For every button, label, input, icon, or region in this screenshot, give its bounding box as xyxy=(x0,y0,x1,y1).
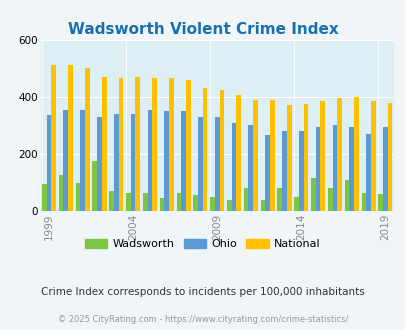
Bar xyxy=(202,88,207,211)
Bar xyxy=(387,103,392,211)
Text: Wadsworth Violent Crime Index: Wadsworth Violent Crime Index xyxy=(68,22,337,37)
Bar xyxy=(85,68,90,211)
Bar xyxy=(130,114,135,211)
Bar xyxy=(219,90,224,211)
Bar xyxy=(181,111,185,211)
Bar xyxy=(152,78,157,211)
Bar xyxy=(226,200,231,211)
Bar xyxy=(281,131,286,211)
Text: © 2025 CityRating.com - https://www.cityrating.com/crime-statistics/: © 2025 CityRating.com - https://www.city… xyxy=(58,315,347,324)
Bar xyxy=(47,115,51,211)
Bar xyxy=(298,131,303,211)
Legend: Wadsworth, Ohio, National: Wadsworth, Ohio, National xyxy=(81,234,324,253)
Bar xyxy=(63,110,68,211)
Bar xyxy=(327,188,332,211)
Bar xyxy=(370,101,375,211)
Bar xyxy=(92,161,97,211)
Bar xyxy=(59,176,63,211)
Bar xyxy=(51,65,56,211)
Bar xyxy=(193,195,198,211)
Bar xyxy=(253,100,257,211)
Bar xyxy=(169,78,173,211)
Bar xyxy=(102,77,106,211)
Bar xyxy=(243,188,248,211)
Bar xyxy=(360,193,365,211)
Bar xyxy=(135,77,140,211)
Bar xyxy=(365,134,370,211)
Bar xyxy=(80,110,85,211)
Bar xyxy=(126,193,130,211)
Bar xyxy=(68,65,73,211)
Bar xyxy=(185,80,190,211)
Bar xyxy=(248,125,253,211)
Bar xyxy=(337,98,341,211)
Bar xyxy=(269,100,274,211)
Bar xyxy=(75,182,80,211)
Bar xyxy=(310,178,315,211)
Bar xyxy=(353,97,358,211)
Bar xyxy=(231,122,236,211)
Bar xyxy=(97,117,102,211)
Bar xyxy=(109,191,114,211)
Bar xyxy=(114,114,118,211)
Bar xyxy=(118,78,123,211)
Bar xyxy=(147,110,152,211)
Bar xyxy=(344,180,349,211)
Bar xyxy=(315,127,320,211)
Bar xyxy=(277,188,281,211)
Bar xyxy=(382,127,387,211)
Bar xyxy=(286,105,291,211)
Bar xyxy=(332,125,337,211)
Bar xyxy=(42,184,47,211)
Bar xyxy=(176,193,181,211)
Bar xyxy=(159,198,164,211)
Bar xyxy=(210,197,214,211)
Bar xyxy=(198,117,202,211)
Bar xyxy=(303,104,308,211)
Bar xyxy=(164,111,169,211)
Bar xyxy=(236,95,241,211)
Bar xyxy=(294,197,298,211)
Bar xyxy=(214,117,219,211)
Bar xyxy=(320,101,324,211)
Text: Crime Index corresponds to incidents per 100,000 inhabitants: Crime Index corresponds to incidents per… xyxy=(41,287,364,297)
Bar xyxy=(349,127,353,211)
Bar xyxy=(260,200,264,211)
Bar xyxy=(264,135,269,211)
Bar xyxy=(143,193,147,211)
Bar xyxy=(377,194,382,211)
